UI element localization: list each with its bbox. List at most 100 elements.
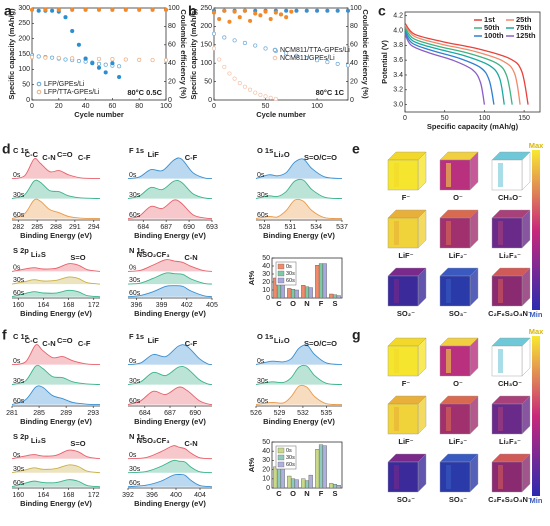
cube-front [439,275,471,307]
x-tick-label: 693 [206,224,218,231]
peak-label: Li₂S [31,250,46,259]
data-point [96,65,102,70]
spectrum-title: C 1s [13,332,29,341]
legend-swatch [277,461,285,468]
spectrum [127,259,213,272]
data-point [242,40,247,46]
spectrum-title: O 1s [257,146,273,155]
x-tick-label: 687 [160,224,172,231]
x-tick-label: 172 [88,302,100,309]
cube-texture [498,221,503,245]
y-tick-label: 4.0 [393,27,403,34]
species-label: O⁻ [453,379,463,388]
panel-letter: b [188,3,197,19]
curve [404,29,505,105]
data-point [76,59,81,64]
peak-label: C-C [25,336,39,345]
x-tick-label: 392 [122,492,134,499]
y2-tick-label: 40 [168,60,176,67]
x-axis-label: Binding Energy (eV) [263,417,335,426]
y-tick-label: 300 [18,5,30,12]
data-point [258,92,263,97]
x-tick-label: 0 [212,103,216,110]
annotation: 80°C 0.5C [127,88,162,97]
spectrum [255,344,343,366]
data-point [96,61,102,66]
x-tick-label: 687 [164,410,176,417]
species-label: C₂F₆S₂O₄N⁻ [488,309,532,318]
depth-label: 0s [129,358,137,365]
data-point [258,13,263,18]
y-tick-label: 50 [22,82,30,89]
spectrum-title: N 1s [129,246,145,255]
spectrum [11,385,101,406]
x-tick-label: 531 [285,224,297,231]
data-point [70,7,75,12]
species-label: SO₃⁻ [449,495,467,504]
y-axis-label: Potential (V) [380,40,389,84]
panel-letter: d [2,141,11,157]
cube-texture [498,407,503,431]
data-point [29,7,35,12]
panel-letter: f [2,327,7,343]
x-tick-label: 396 [131,302,143,309]
y-tick-label: 100 [200,60,212,67]
spectrum [11,449,101,460]
bar [290,478,296,489]
bar [322,445,327,489]
cube-front [439,159,471,191]
x-tick-label: 291 [69,224,81,231]
data-point [222,8,227,13]
curve [404,24,521,105]
data-point [163,58,169,63]
bar [301,478,306,489]
y-axis-label: At% [247,270,256,285]
x-tick-label: 80 [135,103,143,110]
data-point [253,11,258,16]
curve [404,22,529,105]
y2-tick-label: 0 [350,97,354,104]
data-point [211,10,217,15]
colorbar [532,336,540,496]
spectrum [127,285,213,298]
cube-texture [394,349,399,373]
y-tick-label: 4.2 [393,13,403,20]
depth-label: 0s [129,265,137,272]
cube-texture [446,163,451,187]
data-point [70,56,75,61]
cube-front [491,217,523,249]
depth-label: 60s [257,212,269,219]
x-tick-label: 404 [194,492,206,499]
curve [404,27,513,105]
legend-label: 125th [516,31,536,40]
legend-label: 60s [286,278,295,284]
x-tick-label: 20 [55,103,63,110]
spectrum-title: O 1s [257,332,273,341]
depth-label: 0s [13,452,21,459]
data-point [63,15,68,20]
y-tick-label: 50 [262,255,270,262]
y2-tick-label: 60 [350,42,358,49]
peak-label: S=O/C=O [304,339,337,348]
y-tick-label: 20 [262,279,270,286]
spectrum [255,158,343,180]
species-label: SO₃⁻ [449,309,467,318]
y2-tick-label: 40 [350,60,358,67]
spectrum [127,272,213,285]
data-point [123,7,128,12]
legend-marker [272,55,278,61]
y2-tick-label: 0 [168,97,172,104]
depth-label: 0s [13,265,21,272]
x-tick-label: 285 [31,224,43,231]
legend-label: NCM811/GPEs/Li [280,55,335,62]
legend-label: NCM811/TTA-GPEs/Li [280,47,350,54]
x-tick-label: O [290,299,296,308]
depth-label: 0s [13,172,21,179]
data-point [29,55,35,60]
cube-front [491,345,523,377]
x-tick-label: 690 [183,224,195,231]
panel-letter: e [352,141,360,157]
bar [304,480,310,489]
peak-label: C=O [57,336,73,345]
data-point [163,7,169,12]
